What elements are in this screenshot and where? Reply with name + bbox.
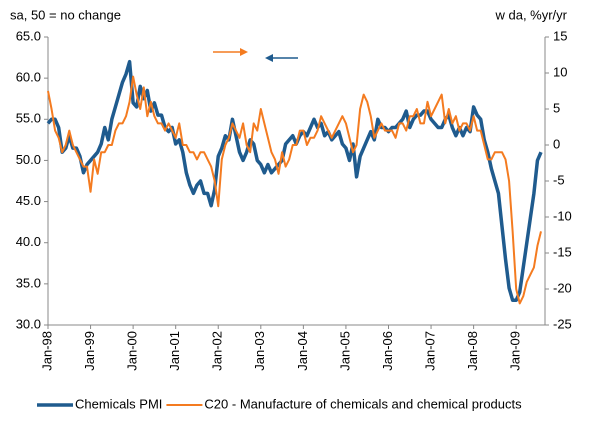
- y2-tick-label: -5: [553, 172, 565, 187]
- x-tick-label: Jan-99: [82, 331, 97, 371]
- y-tick-label: 65.0: [16, 28, 41, 43]
- x-tick-label: Jan-08: [465, 331, 480, 371]
- arrow-head: [265, 54, 273, 62]
- y2-tick-label: 15: [553, 28, 567, 43]
- y-tick-label: 55.0: [16, 111, 41, 126]
- y-tick-label: 60.0: [16, 70, 41, 85]
- arrow-head: [240, 48, 248, 56]
- x-tick-label: Jan-04: [295, 331, 310, 371]
- series-line: [47, 75, 542, 305]
- y-tick-label: 45.0: [16, 193, 41, 208]
- y2-tick-label: -20: [553, 280, 572, 295]
- y-tick-label: 40.0: [16, 234, 41, 249]
- y2-tick-label: -10: [553, 208, 572, 223]
- y-tick-label: 50.0: [16, 152, 41, 167]
- x-tick-label: Jan-00: [125, 331, 140, 371]
- y2-tick-label: 10: [553, 64, 567, 79]
- right-axis-note: w da, %yr/yr: [494, 7, 567, 22]
- x-tick-label: Jan-03: [252, 331, 267, 371]
- y2-tick-label: 5: [553, 100, 560, 115]
- legend-label: Chemicals PMI: [75, 396, 162, 411]
- x-tick-label: Jan-05: [337, 331, 352, 371]
- y2-tick-label: -15: [553, 244, 572, 259]
- x-tick-label: Jan-01: [167, 331, 182, 371]
- x-tick-label: Jan-07: [422, 331, 437, 371]
- x-tick-label: Jan-98: [39, 331, 54, 371]
- legend-label: C20 - Manufacture of chemicals and chemi…: [204, 396, 522, 411]
- y2-tick-label: 0: [553, 136, 560, 151]
- x-tick-label: Jan-09: [508, 331, 523, 371]
- x-tick-label: Jan-02: [210, 331, 225, 371]
- y2-tick-label: -25: [553, 316, 572, 331]
- y-tick-label: 30.0: [16, 316, 41, 331]
- x-tick-label: Jan-06: [380, 331, 395, 371]
- left-axis-note: sa, 50 = no change: [10, 7, 121, 22]
- series-line: [46, 59, 543, 303]
- y-tick-label: 35.0: [16, 275, 41, 290]
